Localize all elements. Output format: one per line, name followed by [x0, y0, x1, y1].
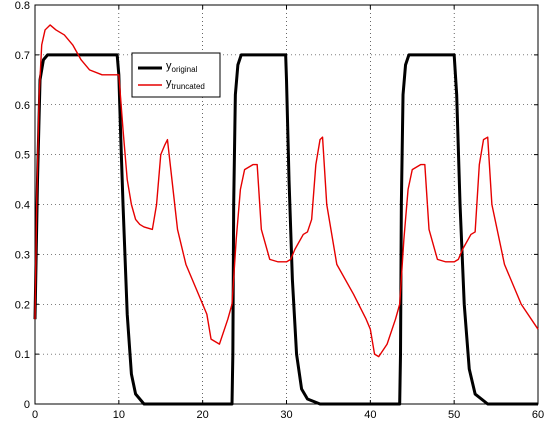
y-tick-label: 0.5	[15, 150, 30, 162]
legend: yoriginal ytruncated	[131, 52, 221, 98]
x-tick-label: 40	[364, 409, 376, 421]
x-tick-label: 60	[532, 409, 544, 421]
legend-entry-truncated: ytruncated	[166, 77, 205, 91]
y-tick-label: 0.8	[15, 0, 30, 12]
x-tick-label: 20	[197, 409, 209, 421]
y-tick-label: 0	[24, 399, 30, 411]
y-tick-label: 0.4	[15, 200, 30, 212]
legend-box	[131, 52, 221, 98]
series-line-original	[33, 53, 538, 406]
x-tick-label: 10	[113, 409, 125, 421]
y-tick-label: 0.6	[15, 100, 30, 112]
y-tick-label: 0.2	[15, 299, 30, 311]
axis-ticks: 0 10 20 30 40 50 60 0 0.1 0.2 0.3 0.4 0.5 0.6 0.7 0.8	[15, 0, 544, 421]
series-line-truncated	[34, 24, 539, 358]
x-tick-label: 0	[32, 409, 38, 421]
y-tick-label: 0.7	[15, 50, 30, 62]
x-tick-label: 30	[280, 409, 292, 421]
data-series	[33, 24, 539, 406]
y-tick-label: 0.1	[15, 349, 30, 361]
grid-lines	[35, 5, 538, 404]
y-tick-label: 0.3	[15, 249, 30, 261]
x-tick-label: 50	[448, 409, 460, 421]
legend-entry-original: yoriginal	[166, 60, 198, 74]
